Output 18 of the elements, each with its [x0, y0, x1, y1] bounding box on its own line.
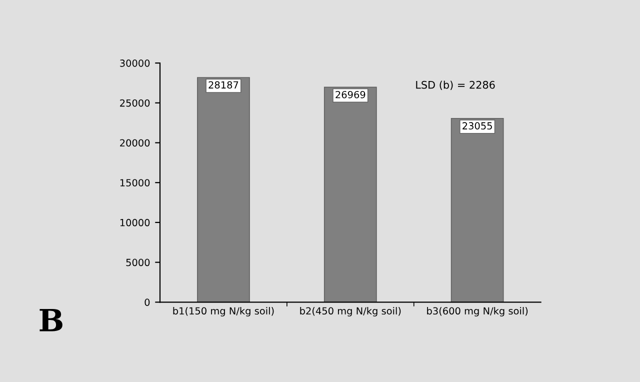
y-tick-label: 0: [144, 298, 150, 306]
x-tick-label: b2(450 mg N/kg soil): [300, 307, 401, 316]
x-tick-label: b3(600 mg N/kg soil): [427, 307, 528, 316]
annotation: LSD (b) = 2286: [416, 80, 495, 90]
data-label: 28187: [208, 81, 238, 89]
data-label: 26969: [336, 90, 366, 98]
bar: [450, 118, 504, 302]
data-label: 23055: [462, 122, 492, 130]
y-tick-label: 20000: [120, 139, 150, 147]
y-tick-label: 30000: [120, 60, 150, 67]
y-tick-label: 5000: [126, 258, 150, 266]
bar: [324, 86, 377, 302]
y-tick-label: 10000: [120, 218, 150, 226]
bar: [197, 77, 250, 302]
y-tick-label: 25000: [120, 99, 150, 107]
y-tick-label: 15000: [120, 179, 150, 186]
text: B: [40, 308, 62, 332]
x-tick-label: b1(150 mg N/kg soil): [173, 307, 274, 316]
